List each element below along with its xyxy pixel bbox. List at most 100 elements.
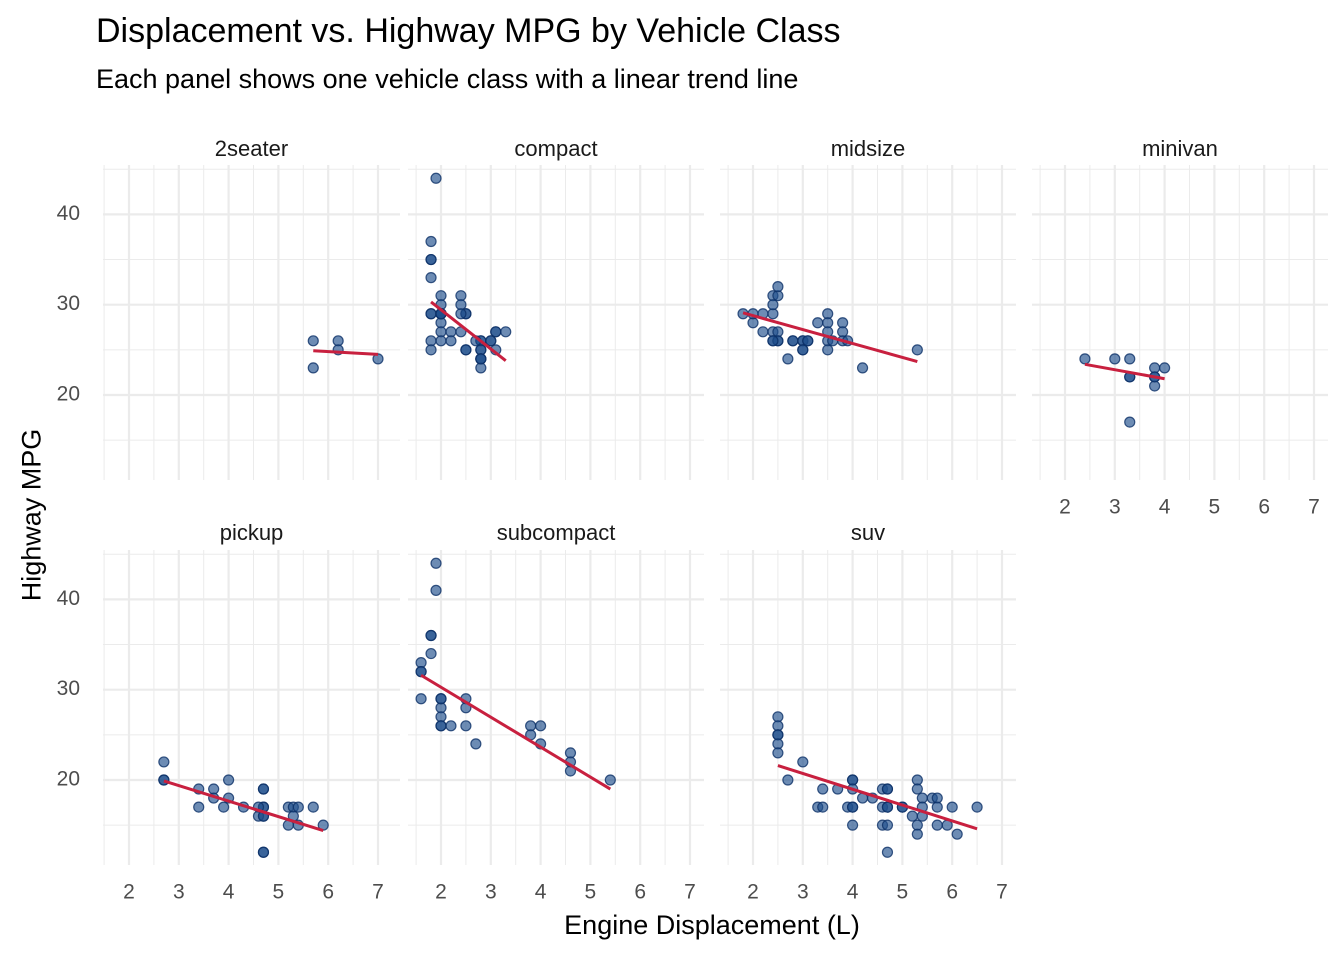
data-point-compact bbox=[475, 353, 487, 365]
data-point-compact bbox=[455, 308, 467, 320]
data-point-compact bbox=[425, 344, 437, 356]
data-point-pickup bbox=[223, 774, 235, 786]
x-tick-label: 5 bbox=[585, 881, 597, 904]
x-tick-label: 4 bbox=[535, 881, 547, 904]
x-tick-label: 4 bbox=[847, 881, 859, 904]
data-point-pickup bbox=[307, 801, 319, 813]
trend-line-pickup bbox=[163, 779, 324, 833]
data-point-midsize bbox=[767, 299, 779, 311]
data-point-compact bbox=[445, 335, 457, 347]
data-point-midsize bbox=[772, 281, 784, 293]
x-tick-label: 2 bbox=[747, 881, 759, 904]
data-point-pickup bbox=[218, 801, 230, 813]
data-point-midsize bbox=[802, 335, 814, 347]
data-point-suv bbox=[881, 801, 894, 813]
data-point-pickup bbox=[193, 801, 205, 813]
data-point-suv bbox=[951, 828, 963, 840]
facet-label-compact: compact bbox=[514, 136, 597, 161]
data-point-subcompact bbox=[430, 584, 442, 596]
x-tick-label: 5 bbox=[897, 881, 909, 904]
facet-label-minivan: minivan bbox=[1142, 136, 1218, 161]
chart-subtitle: Each panel shows one vehicle class with … bbox=[96, 64, 799, 94]
data-point-suv bbox=[772, 747, 784, 759]
data-point-subcompact bbox=[445, 720, 457, 732]
chart-title: Displacement vs. Highway MPG by Vehicle … bbox=[96, 12, 841, 50]
facet-label-2seater: 2seater bbox=[215, 136, 288, 161]
data-point-pickup bbox=[292, 801, 304, 813]
data-point-minivan bbox=[1158, 362, 1171, 374]
data-point-midsize bbox=[822, 344, 834, 356]
x-tick-label: 3 bbox=[797, 881, 809, 904]
trend-line-midsize bbox=[742, 311, 918, 364]
data-point-suv bbox=[846, 819, 859, 831]
data-point-subcompact bbox=[425, 629, 437, 642]
trend-line-minivan bbox=[1084, 362, 1165, 381]
x-tick-label: 7 bbox=[684, 881, 696, 904]
data-point-suv bbox=[881, 819, 894, 831]
data-point-suv bbox=[797, 756, 809, 768]
data-point-midsize bbox=[787, 335, 799, 347]
data-point-compact bbox=[435, 335, 447, 347]
data-point-suv bbox=[817, 783, 829, 795]
facet-label-midsize: midsize bbox=[831, 136, 906, 161]
data-point-subcompact bbox=[415, 693, 427, 705]
data-point-minivan bbox=[1109, 353, 1121, 365]
y-tick-label: 40 bbox=[57, 587, 80, 610]
data-point-subcompact bbox=[430, 557, 442, 569]
data-point-subcompact bbox=[435, 693, 447, 705]
x-tick-label: 7 bbox=[372, 881, 384, 904]
data-point-suv bbox=[946, 801, 958, 813]
x-tick-label: 7 bbox=[996, 881, 1008, 904]
x-tick-label: 5 bbox=[273, 881, 285, 904]
facet-label-suv: suv bbox=[851, 520, 885, 545]
data-point-compact bbox=[490, 326, 502, 338]
y-tick-label: 20 bbox=[57, 768, 80, 791]
data-point-minivan bbox=[1079, 353, 1091, 365]
x-tick-label: 2 bbox=[1059, 496, 1071, 519]
x-tick-label: 6 bbox=[322, 881, 334, 904]
trend-line-compact bbox=[430, 300, 507, 362]
data-point-subcompact bbox=[604, 774, 616, 786]
x-tick-label: 6 bbox=[1258, 496, 1270, 519]
data-point-suv bbox=[971, 801, 983, 813]
data-point-compact bbox=[485, 335, 497, 347]
data-point-suv bbox=[881, 846, 894, 858]
data-point-midsize bbox=[757, 326, 769, 338]
trend-line-2seater bbox=[313, 349, 379, 356]
data-point-compact bbox=[460, 344, 472, 356]
data-point-midsize bbox=[767, 335, 779, 347]
data-point-pickup bbox=[257, 783, 270, 795]
x-tick-label: 7 bbox=[1308, 496, 1320, 519]
y-tick-label: 30 bbox=[57, 677, 80, 700]
data-point-suv bbox=[911, 828, 923, 840]
data-point-subcompact bbox=[435, 720, 447, 732]
x-tick-label: 4 bbox=[223, 881, 235, 904]
data-point-suv bbox=[817, 801, 829, 813]
x-axis-label: Engine Displacement (L) bbox=[564, 910, 860, 940]
data-point-subcompact bbox=[470, 738, 482, 750]
x-tick-label: 6 bbox=[634, 881, 646, 904]
data-point-midsize bbox=[856, 362, 869, 374]
data-point-2seater bbox=[307, 362, 319, 374]
data-point-suv bbox=[911, 783, 923, 795]
data-point-midsize bbox=[797, 344, 809, 356]
data-point-midsize bbox=[812, 317, 824, 329]
y-tick-label: 30 bbox=[57, 292, 80, 315]
x-tick-label: 3 bbox=[173, 881, 185, 904]
data-point-suv bbox=[846, 801, 859, 813]
data-point-suv bbox=[931, 819, 943, 831]
data-point-compact bbox=[425, 272, 437, 284]
data-point-minivan bbox=[1124, 353, 1136, 365]
x-tick-label: 6 bbox=[946, 881, 958, 904]
data-point-suv bbox=[881, 783, 894, 795]
data-point-compact bbox=[500, 326, 512, 338]
data-point-compact bbox=[425, 253, 437, 266]
data-point-compact bbox=[425, 308, 437, 320]
data-point-compact bbox=[425, 235, 437, 248]
data-point-pickup bbox=[158, 756, 170, 768]
x-tick-label: 3 bbox=[1109, 496, 1121, 519]
x-tick-label: 4 bbox=[1159, 496, 1171, 519]
data-point-suv bbox=[931, 801, 943, 813]
facet-label-pickup: pickup bbox=[220, 520, 284, 545]
